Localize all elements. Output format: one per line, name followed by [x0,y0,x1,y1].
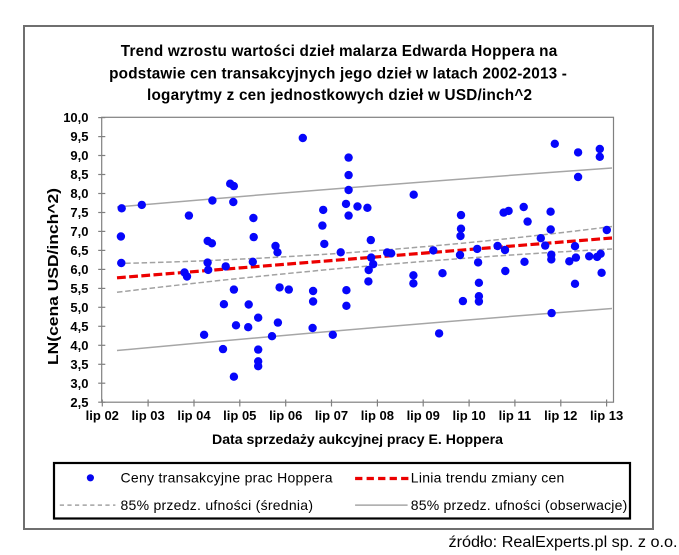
svg-text:85% przedz. ufności (średnia): 85% przedz. ufności (średnia) [121,497,314,513]
svg-text:lip 13: lip 13 [590,408,623,423]
svg-text:85% przedz. ufności (obserwacj: 85% przedz. ufności (obserwacje) [411,497,628,513]
svg-text:lip 04: lip 04 [177,408,211,423]
svg-text:9,0: 9,0 [70,148,88,163]
svg-text:lip 03: lip 03 [131,408,164,423]
svg-text:6,0: 6,0 [70,262,88,277]
svg-text:3,0: 3,0 [70,376,88,391]
svg-text:Ceny transakcyjne prac Hoppera: Ceny transakcyjne prac Hoppera [121,470,333,486]
svg-text:lip 11: lip 11 [499,408,532,423]
svg-text:5,5: 5,5 [70,281,88,296]
svg-text:lip 10: lip 10 [452,408,485,423]
svg-text:2,5: 2,5 [70,395,88,410]
svg-text:Data sprzedaży aukcyjnej pracy: Data sprzedaży aukcyjnej pracy E. Hopper… [212,432,504,447]
svg-text:lip 12: lip 12 [544,408,577,423]
svg-text:lip 05: lip 05 [223,408,256,423]
svg-text:7,5: 7,5 [70,205,88,220]
svg-text:8,5: 8,5 [70,167,88,182]
svg-text:6,5: 6,5 [70,243,88,258]
svg-text:LN(cena USD/inch^2): LN(cena USD/inch^2) [45,188,62,365]
svg-text:4,5: 4,5 [70,319,88,334]
svg-text:lip 02: lip 02 [86,408,119,423]
svg-text:logarytmy z cen jednostkowych: logarytmy z cen jednostkowych dzieł w US… [147,87,532,104]
svg-text:lip 09: lip 09 [407,408,440,423]
svg-text:Linia trendu zmiany cen: Linia trendu zmiany cen [411,470,565,486]
svg-text:lip 06: lip 06 [269,408,302,423]
svg-text:4,0: 4,0 [70,338,88,353]
svg-text:7,0: 7,0 [70,224,88,239]
svg-text:3,5: 3,5 [70,357,88,372]
svg-text:źródło: RealExperts.pl sp. z o: źródło: RealExperts.pl sp. z o.o. [449,534,678,551]
svg-text:8,0: 8,0 [70,186,88,201]
svg-text:9,5: 9,5 [70,129,88,144]
svg-text:lip 07: lip 07 [315,408,348,423]
svg-text:10,0: 10,0 [63,110,88,125]
svg-text:lip 08: lip 08 [361,408,394,423]
svg-text:5,0: 5,0 [70,300,88,315]
svg-text:Trend wzrostu wartości dzieł m: Trend wzrostu wartości dzieł malarza Edw… [121,43,558,60]
svg-text:podstawie cen transakcyjnych j: podstawie cen transakcyjnych jego dzieł … [109,65,567,82]
